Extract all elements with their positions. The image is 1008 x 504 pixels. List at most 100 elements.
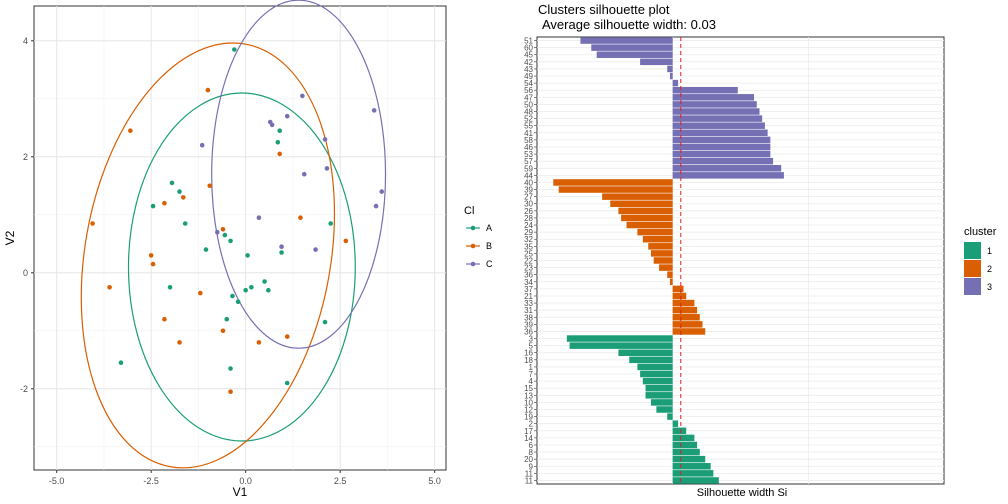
cluster-legend-key-1 [964,242,981,259]
point-B [198,290,203,296]
silhouette-bar-label: 59 [524,164,533,173]
point-C [284,113,290,119]
silhouette-bar-label: 7 [529,370,534,379]
silhouette-bar-label: 11 [525,476,534,485]
point-A [232,47,237,52]
cluster-legend-label-1: 1 [987,246,992,256]
silhouette-bar [558,186,673,193]
silhouette-bar [672,448,700,456]
silhouette-bar [667,413,673,420]
silhouette-bar-label: 41 [524,129,533,138]
silhouette-bar-label: 28 [524,214,533,223]
silhouette-bar-label: 50 [524,100,533,109]
silhouette-bar [629,356,673,364]
silhouette-bar-label: 43 [524,65,533,74]
legend-key-point-C [470,261,476,267]
point-C [322,137,328,142]
scatter-xtick-label: 5.0 [428,476,441,486]
silhouette-bar-label: 47 [524,93,533,102]
silhouette-legend-title: cluster [964,226,997,238]
point-C [279,244,284,249]
silhouette-bar-label: 57 [524,157,533,166]
silhouette-bar-label: 44 [524,171,533,180]
silhouette-bar-label: 17 [524,427,533,436]
silhouette-bar [580,37,673,44]
silhouette-bar [672,434,695,442]
silhouette-bar [672,157,774,165]
silhouette-bar-label: 52 [524,115,533,124]
scatter-xlabel: V1 [233,485,248,499]
silhouette-bar [650,399,673,406]
ellipse-A [127,92,356,442]
ellipse-C [211,0,387,349]
scatter-ytick-label: 0 [23,268,28,278]
silhouette-bar [618,207,673,215]
silhouette-bar [672,470,714,477]
silhouette-legend: cluster 1 2 3 [964,226,997,295]
point-A [224,316,230,322]
silhouette-bar [566,335,673,342]
silhouette-bar [672,306,698,314]
silhouette-bar [672,455,706,463]
silhouette-bar [672,427,687,435]
silhouette-bar-labels: 5160454243495456475048525541584653575944… [524,37,537,485]
silhouette-bar-label: 1 [529,363,534,372]
silhouette-bar [672,420,679,427]
silhouette-plot: Clusters silhouette plot Average silhoue… [524,2,997,499]
silhouette-bar [672,441,698,449]
silhouette-bar-label: 27 [524,193,533,202]
point-A [182,221,188,226]
cluster-legend-key-3 [964,278,981,295]
silhouette-bar-label: 19 [524,413,533,422]
silhouette-bar [637,228,673,236]
silhouette-bar-label: 31 [524,306,533,315]
point-B [256,340,262,345]
silhouette-bar [626,221,673,229]
cluster-legend-key-2 [964,260,981,277]
silhouette-bar-label: 4 [529,377,534,386]
point-A [245,253,250,258]
point-B [128,128,133,133]
scatter-xtick-label: 2.5 [334,476,347,486]
silhouette-bar [672,285,684,293]
scatter-xtick-label: -2.5 [143,476,159,486]
point-B [207,183,213,189]
silhouette-bar-label: 25 [524,249,533,258]
silhouette-bar [672,136,771,144]
scatter-ytick-label: 4 [23,36,28,46]
scatter-ylabel: V2 [3,230,17,245]
point-B [343,238,349,244]
silhouette-bar [669,278,673,286]
point-C [269,122,275,128]
silhouette-bar-label: 10 [524,398,533,407]
silhouette-bar [672,79,679,87]
point-B [90,221,95,226]
silhouette-bar [672,172,784,179]
silhouette-bar-label: 9 [529,462,534,471]
silhouette-bar-label: 39 [524,320,533,329]
silhouette-bar-label: 11 [525,469,534,478]
silhouette-bar-label: 6 [529,441,534,450]
silhouette-bar-label: 20 [524,455,533,464]
silhouette-bar [653,257,673,264]
silhouette-subtitle: Average silhouette width: 0.03 [542,17,716,32]
silhouette-bar-label: 24 [524,221,533,230]
point-C [256,215,262,220]
point-A [243,287,248,293]
silhouette-bar-label: 48 [524,108,533,117]
silhouette-bar-label: 8 [529,448,534,457]
silhouette-bar-label: 60 [524,44,533,53]
silhouette-bar-label: 18 [524,356,533,365]
silhouette-bar-label: 42 [524,58,533,67]
point-A [277,128,282,133]
silhouette-bar [672,143,771,151]
silhouette-bar [637,363,673,371]
silhouette-bar [610,200,673,207]
silhouette-bar-label: 30 [524,200,533,209]
silhouette-bar-label: 14 [524,434,533,443]
silhouette-bar-label: 33 [524,299,533,308]
scatter-xtick-label: -5.0 [49,476,65,486]
silhouette-bar [642,235,673,243]
silhouette-bar [672,292,687,300]
silhouette-bar-label: 56 [524,86,533,95]
